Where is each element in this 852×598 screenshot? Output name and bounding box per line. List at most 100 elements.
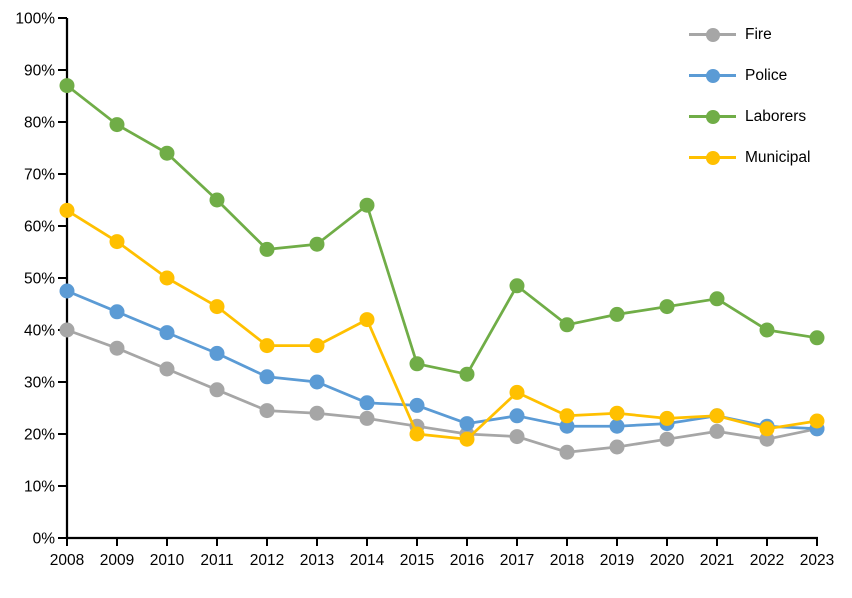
series-marker-municipal-2023 xyxy=(809,413,825,429)
series-marker-municipal-2013 xyxy=(309,338,325,354)
x-tick-label: 2015 xyxy=(400,552,434,569)
x-tick-label: 2008 xyxy=(50,552,84,569)
series-marker-municipal-2021 xyxy=(709,408,725,424)
series-marker-fire-2008 xyxy=(59,322,75,338)
series-marker-police-2018 xyxy=(559,418,575,434)
legend-item-laborers: Laborers xyxy=(689,108,810,125)
police-series-swatch xyxy=(689,67,736,84)
series-marker-laborers-2023 xyxy=(809,330,825,346)
series-marker-municipal-2014 xyxy=(359,312,375,328)
x-tick-label: 2016 xyxy=(450,552,484,569)
y-tick-label: 50% xyxy=(24,271,55,288)
police-swatch-dot-icon xyxy=(705,68,720,83)
legend-label-police: Police xyxy=(745,66,788,84)
x-tick-label: 2009 xyxy=(100,552,134,569)
series-marker-laborers-2010 xyxy=(159,145,175,161)
legend-item-police: Police xyxy=(689,67,810,84)
series-marker-laborers-2021 xyxy=(709,291,725,307)
series-marker-police-2016 xyxy=(459,416,475,432)
municipal-series-swatch xyxy=(689,149,736,166)
series-marker-police-2008 xyxy=(59,283,75,299)
laborers-series-swatch xyxy=(689,108,736,125)
x-tick-label: 2022 xyxy=(750,552,784,569)
series-marker-laborers-2016 xyxy=(459,366,475,382)
series-marker-police-2012 xyxy=(259,369,275,385)
series-marker-municipal-2012 xyxy=(259,338,275,354)
laborers-swatch-dot-icon xyxy=(705,109,720,124)
series-line-municipal xyxy=(66,209,818,441)
series-marker-police-2015 xyxy=(409,397,425,413)
series-marker-police-2017 xyxy=(509,408,525,424)
series-marker-fire-2020 xyxy=(659,431,675,447)
x-tick-label: 2011 xyxy=(200,552,233,569)
y-tick-label: 60% xyxy=(24,219,55,236)
series-marker-fire-2018 xyxy=(559,444,575,460)
series-marker-fire-2019 xyxy=(609,439,625,455)
y-tick-label: 90% xyxy=(24,63,55,80)
series-marker-fire-2013 xyxy=(309,405,325,421)
series-line-laborers xyxy=(66,84,818,376)
series-marker-municipal-2009 xyxy=(109,234,125,250)
series-marker-municipal-2019 xyxy=(609,405,625,421)
series-marker-laborers-2013 xyxy=(309,236,325,252)
legend-label-fire: Fire xyxy=(745,25,772,43)
series-marker-police-2014 xyxy=(359,395,375,411)
series-marker-laborers-2017 xyxy=(509,278,525,294)
series-marker-laborers-2015 xyxy=(409,356,425,372)
series-marker-fire-2017 xyxy=(509,429,525,445)
y-tick-label: 40% xyxy=(24,323,55,340)
series-marker-laborers-2009 xyxy=(109,117,125,133)
series-marker-fire-2011 xyxy=(209,382,225,398)
series-marker-municipal-2018 xyxy=(559,408,575,424)
series-marker-fire-2022 xyxy=(759,431,775,447)
x-tick-label: 2023 xyxy=(800,552,834,569)
y-tick-label: 20% xyxy=(24,427,55,444)
series-marker-police-2011 xyxy=(209,345,225,361)
x-tick-label: 2021 xyxy=(700,552,734,569)
series-line-fire xyxy=(66,328,818,454)
y-tick-label: 70% xyxy=(24,167,55,184)
series-marker-fire-2010 xyxy=(159,361,175,377)
series-marker-laborers-2020 xyxy=(659,299,675,315)
legend-label-laborers: Laborers xyxy=(745,107,807,125)
y-tick-label: 100% xyxy=(15,11,55,28)
series-marker-laborers-2014 xyxy=(359,197,375,213)
y-tick-label: 10% xyxy=(24,479,55,496)
x-tick-label: 2010 xyxy=(150,552,185,569)
series-marker-police-2019 xyxy=(609,418,625,434)
x-tick-label: 2018 xyxy=(550,552,584,569)
series-line-police xyxy=(66,289,818,431)
y-tick-label: 80% xyxy=(24,115,55,132)
x-tick-label: 2014 xyxy=(350,552,385,569)
series-marker-fire-2009 xyxy=(109,340,125,356)
x-tick-label: 2017 xyxy=(500,552,534,569)
series-marker-municipal-2017 xyxy=(509,384,525,400)
series-marker-laborers-2011 xyxy=(209,192,225,208)
x-tick-label: 2019 xyxy=(600,552,634,569)
series-marker-laborers-2018 xyxy=(559,317,575,333)
series-marker-municipal-2015 xyxy=(409,426,425,442)
municipal-swatch-dot-icon xyxy=(705,150,720,165)
series-marker-municipal-2008 xyxy=(59,202,75,218)
legend-item-municipal: Municipal xyxy=(689,149,810,166)
series-marker-municipal-2011 xyxy=(209,299,225,315)
series-marker-municipal-2020 xyxy=(659,410,675,426)
series-marker-laborers-2022 xyxy=(759,322,775,338)
series-marker-police-2009 xyxy=(109,304,125,320)
series-marker-fire-2012 xyxy=(259,403,275,419)
fire-swatch-dot-icon xyxy=(705,27,720,42)
y-tick-label: 0% xyxy=(33,531,56,548)
x-tick-label: 2013 xyxy=(300,552,334,569)
series-marker-police-2010 xyxy=(159,325,175,341)
legend-label-municipal: Municipal xyxy=(745,148,811,166)
series-marker-municipal-2010 xyxy=(159,270,175,286)
legend: Fire Police Laborers Municipal xyxy=(689,26,810,190)
x-tick-label: 2020 xyxy=(650,552,685,569)
x-tick-label: 2012 xyxy=(250,552,284,569)
y-tick-label: 30% xyxy=(24,375,55,392)
series-marker-laborers-2019 xyxy=(609,306,625,322)
legend-item-fire: Fire xyxy=(689,26,810,43)
series-marker-laborers-2008 xyxy=(59,78,75,94)
